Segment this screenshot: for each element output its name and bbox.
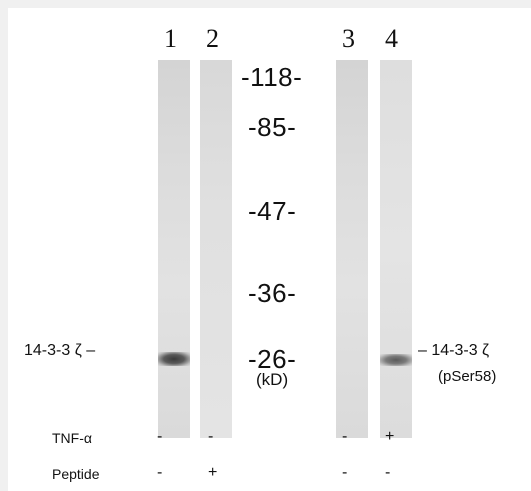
marker-118: -118- — [241, 62, 303, 92]
unit-label: (kD) — [256, 370, 289, 389]
peptide-sign-lane-3: - — [342, 464, 348, 481]
lane-3-strip — [336, 60, 368, 438]
marker-47: -47- — [248, 196, 297, 226]
tnf-label: TNF-α — [52, 430, 92, 446]
lane-number-4: 4 — [385, 24, 398, 53]
western-blot-panel: 1 2 3 4 -118- -85- -47- -36- -26- (kD) 1… — [8, 8, 531, 491]
lane-1-strip — [158, 60, 190, 438]
lane-1-band — [158, 352, 190, 366]
lane-number-1: 1 — [164, 24, 177, 53]
lane-number-2: 2 — [206, 24, 219, 53]
protein-label-right: – 14-3-3 ζ — [418, 342, 490, 359]
lane-4-strip — [380, 60, 412, 438]
peptide-sign-lane-4: - — [385, 464, 391, 481]
tnf-sign-lane-2: - — [208, 428, 214, 445]
marker-85: -85- — [248, 112, 297, 142]
lane-number-3: 3 — [342, 24, 355, 53]
protein-label-right-sub: (pSer58) — [438, 368, 497, 385]
marker-36: -36- — [248, 278, 297, 308]
protein-label-left: 14-3-3 ζ – — [24, 342, 96, 359]
tnf-sign-lane-1: - — [157, 428, 163, 445]
peptide-sign-lane-2: + — [208, 464, 218, 481]
peptide-sign-lane-1: - — [157, 464, 163, 481]
peptide-label: Peptide — [52, 466, 100, 482]
lane-2-strip — [200, 60, 232, 438]
tnf-sign-lane-4: + — [385, 428, 395, 445]
lane-4-band — [380, 354, 412, 366]
marker-26: -26- — [248, 344, 297, 374]
tnf-sign-lane-3: - — [342, 428, 348, 445]
